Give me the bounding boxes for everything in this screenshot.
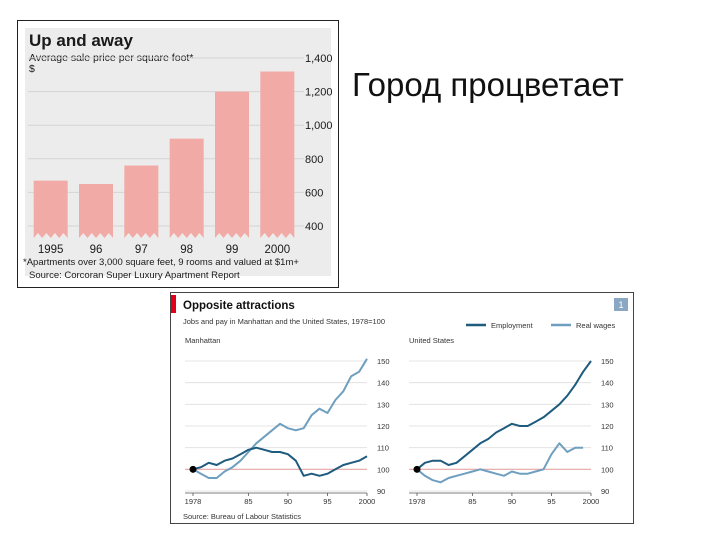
x-tick-label: 85 xyxy=(244,497,252,506)
y-tick-label: 90 xyxy=(601,487,609,496)
y-tick-label: 130 xyxy=(377,400,390,409)
base-year-marker xyxy=(413,465,421,473)
accent-bar xyxy=(171,295,176,313)
x-tick-label: 2000 xyxy=(583,497,600,506)
y-tick-label: 140 xyxy=(377,379,390,388)
chart-title: Up and away xyxy=(29,31,133,50)
panel-title: United States xyxy=(409,336,454,345)
y-tick-label: 140 xyxy=(601,379,614,388)
y-tick-label: 800 xyxy=(305,154,323,166)
y-tick-label: 100 xyxy=(601,465,614,474)
legend-label: Real wages xyxy=(576,321,615,330)
y-tick-label: 110 xyxy=(377,444,389,453)
bar xyxy=(124,165,159,238)
x-tick-label: 1995 xyxy=(38,244,64,256)
jobs-pay-line-chart: Opposite attractions Jobs and pay in Manh… xyxy=(170,292,634,524)
bar xyxy=(79,184,113,238)
chart-source: Source: Bureau of Labour Statistics xyxy=(183,512,301,521)
x-tick-label: 96 xyxy=(90,244,103,256)
y-tick-label: 150 xyxy=(601,357,614,366)
legend-label: Employment xyxy=(491,321,534,330)
y-tick-label: 110 xyxy=(601,444,613,453)
chart-badge-label: 1 xyxy=(618,300,623,310)
y-tick-label: 90 xyxy=(377,487,385,496)
x-tick-label: 85 xyxy=(468,497,476,506)
x-tick-label: 90 xyxy=(284,497,292,506)
y-tick-label: 130 xyxy=(601,400,614,409)
x-tick-label: 1978 xyxy=(409,497,426,506)
y-tick-label: 1,200 xyxy=(305,87,333,99)
x-tick-label: 90 xyxy=(508,497,516,506)
y-axis-label: $ xyxy=(29,63,35,75)
price-bar-chart: Up and away Average sale price per square… xyxy=(17,20,339,288)
jobs-pay-line-chart-svg: Opposite attractions Jobs and pay in Manh… xyxy=(171,295,628,521)
chart-footnote: *Apartments over 3,000 square feet, 9 ro… xyxy=(23,257,299,268)
x-tick-label: 2000 xyxy=(265,244,291,256)
bar xyxy=(260,71,295,238)
bar xyxy=(215,91,249,238)
bar xyxy=(33,180,68,238)
x-tick-label: 98 xyxy=(180,244,193,256)
x-tick-label: 99 xyxy=(226,244,239,256)
base-year-marker xyxy=(189,465,197,473)
y-tick-label: 100 xyxy=(377,465,390,474)
y-tick-label: 1,400 xyxy=(305,53,333,65)
x-tick-label: 97 xyxy=(135,244,148,256)
chart-subtitle: Jobs and pay in Manhattan and the United… xyxy=(183,317,385,326)
x-tick-label: 95 xyxy=(547,497,555,506)
y-tick-label: 150 xyxy=(377,357,390,366)
employment-line xyxy=(416,360,592,471)
chart-badge xyxy=(614,298,628,311)
y-tick-label: 600 xyxy=(305,187,323,199)
real-wages-line xyxy=(192,358,368,479)
x-tick-label: 2000 xyxy=(359,497,376,506)
employment-line xyxy=(192,446,368,477)
panel-title: Manhattan xyxy=(185,336,220,345)
page-heading: Город процветает xyxy=(352,66,624,103)
bar xyxy=(169,138,204,238)
y-tick-label: 1,000 xyxy=(305,120,333,132)
y-tick-label: 400 xyxy=(305,221,323,233)
y-tick-label: 120 xyxy=(601,422,614,431)
chart-title: Opposite attractions xyxy=(183,300,295,312)
y-tick-label: 120 xyxy=(377,422,390,431)
chart-source: Source: Corcoran Super Luxury Apartment … xyxy=(29,270,240,281)
x-tick-label: 95 xyxy=(323,497,331,506)
real-wages-line xyxy=(416,442,584,484)
x-tick-label: 1978 xyxy=(185,497,202,506)
